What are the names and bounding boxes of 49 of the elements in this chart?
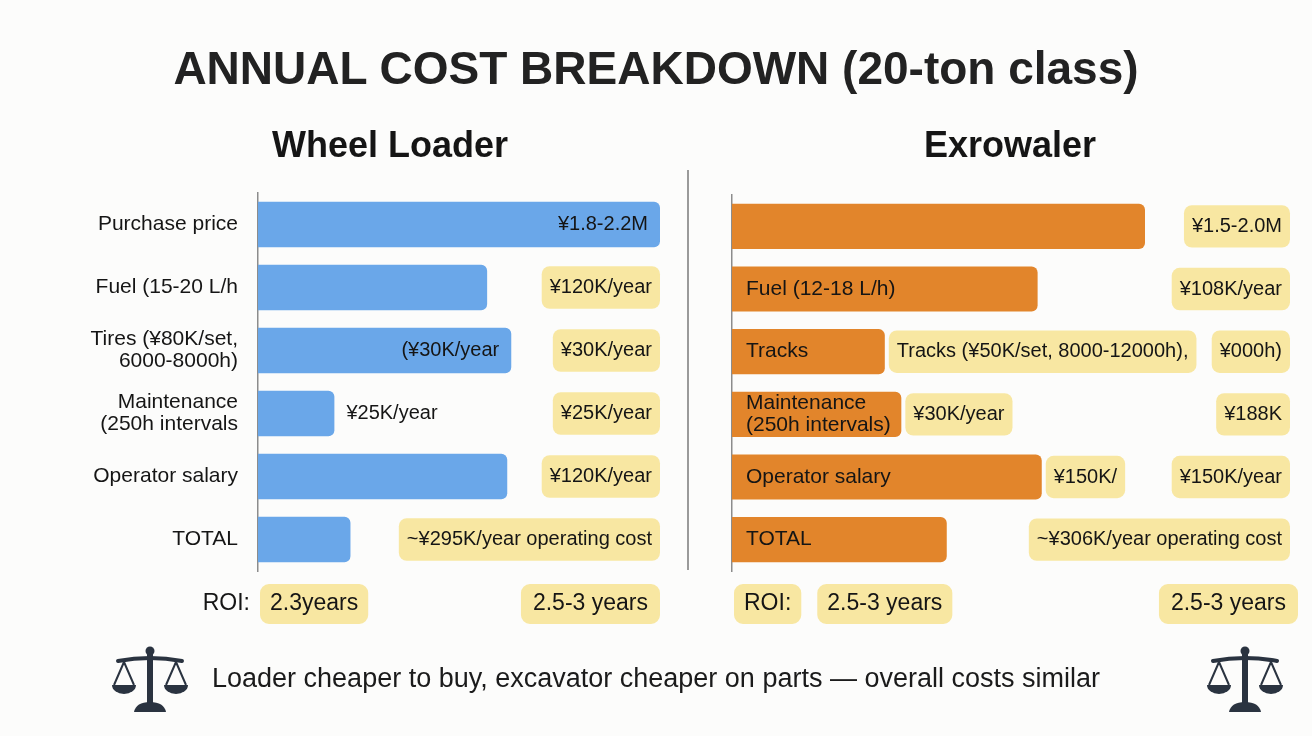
annotation: ¥30K/year (559, 338, 653, 361)
y-tick-label: TOTAL (172, 526, 238, 550)
y-tick-label: Fuel (12-18 L/h) (746, 275, 896, 299)
text: ¥108K/year (1178, 276, 1283, 299)
text: 2.5-3 years (532, 589, 648, 616)
y-tick-label: Maintenance (250h intervals (100, 389, 238, 435)
bar (732, 329, 885, 375)
annotation: ¥150K/ (1052, 464, 1118, 487)
annotation: ¥120K/year (548, 464, 653, 487)
text: 2.3years (270, 589, 359, 616)
bar (732, 517, 947, 563)
annotation: ~¥306K/year operating cost (1036, 527, 1283, 550)
annotation: ~¥295K/year operating cost (406, 527, 653, 550)
y-tick-label: Tires (¥80K/set, 6000-8000h) (90, 326, 238, 372)
annotation: ¥25K/year (345, 401, 438, 424)
text: 2.5-3 years (1170, 589, 1286, 616)
text: ANNUAL COST BREAKDOWN (20-ton class) (173, 41, 1139, 96)
y-tick-label: Maintenance (250h intervals) (746, 390, 891, 436)
annotation: (¥30K/year (401, 338, 500, 361)
text: ¥150K/year (1178, 464, 1283, 487)
y-tick-label: Operator salary (746, 463, 892, 487)
bar (258, 390, 335, 437)
chart-title: Wheel Loader (271, 123, 509, 167)
bar (732, 266, 1038, 312)
annotation: ¥25K/year (559, 401, 653, 424)
bar (258, 264, 488, 311)
bar (258, 453, 508, 500)
text: ¥1.5-2.0M (1190, 213, 1282, 236)
annotation: ¥30K/year (912, 401, 1005, 424)
y-tick-label: Tracks (746, 338, 809, 362)
annotation: ¥1.8-2.2M (556, 212, 648, 235)
bar (258, 327, 512, 374)
text: ¥000h) (1218, 339, 1282, 362)
y-tick-label: TOTAL (746, 526, 812, 550)
bar (732, 203, 1145, 249)
text: Loader cheaper to buy, excavator cheaper on parts — overall costs similar (212, 662, 1100, 695)
chart-title: Exrowaler (923, 123, 1097, 167)
y-tick-label: Fuel (15-20 L/h (95, 274, 238, 298)
text: ¥188K (1223, 401, 1283, 424)
bar (258, 201, 660, 248)
annotation: ¥120K/year (548, 275, 653, 298)
text: ROI: (744, 589, 792, 616)
y-tick-label: Purchase price (97, 211, 238, 235)
bar (258, 516, 351, 563)
text: 2.5-3 years (827, 589, 943, 616)
text: ROI: (202, 589, 250, 616)
bar (732, 454, 1042, 500)
y-tick-label: Operator salary (93, 463, 239, 487)
annotation: Tracks (¥50K/set, 8000-12000h), (896, 339, 1189, 362)
